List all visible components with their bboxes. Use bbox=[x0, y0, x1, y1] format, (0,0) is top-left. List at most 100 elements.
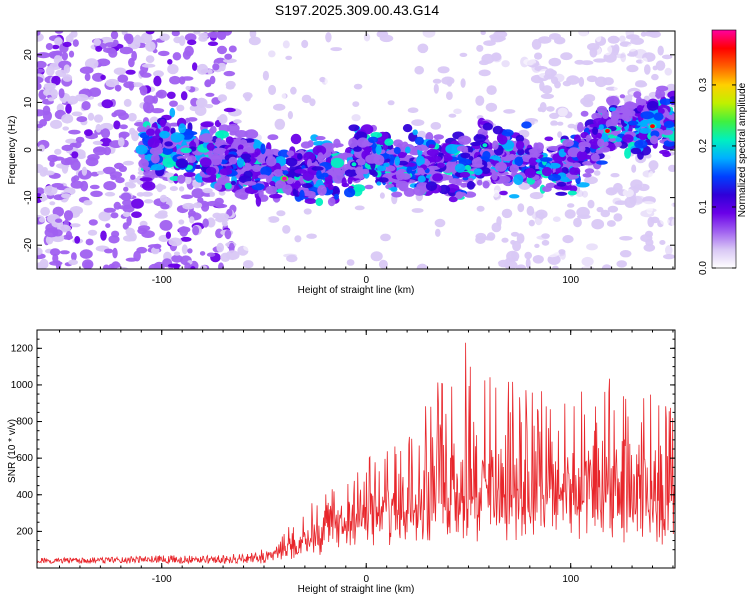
spectrogram-cell bbox=[153, 75, 162, 87]
spectrogram-cell bbox=[195, 97, 208, 108]
spectrogram-cell bbox=[65, 138, 77, 144]
spectrogram-cell bbox=[43, 170, 55, 176]
spectrogram-cell bbox=[634, 139, 648, 149]
spectrogram-cell bbox=[171, 254, 183, 263]
spectrogram-cell bbox=[299, 189, 305, 201]
spectrogram-cell bbox=[260, 143, 266, 155]
spectrogram-cell bbox=[76, 153, 86, 160]
spectrogram-cell bbox=[301, 183, 313, 189]
spectrogram-cell bbox=[167, 263, 181, 268]
spectrogram-cell bbox=[167, 64, 179, 75]
spectrogram-cell bbox=[206, 142, 215, 151]
spectrogram-cell bbox=[117, 74, 129, 83]
spectrogram-cell bbox=[647, 216, 655, 228]
spectrogram-cell bbox=[534, 243, 540, 248]
spectrogram-cell bbox=[282, 170, 289, 175]
spectrogram-cell bbox=[71, 111, 83, 117]
spectrogram-peak bbox=[650, 124, 655, 129]
spectrogram-cell bbox=[643, 243, 656, 252]
spectrogram-cell bbox=[662, 151, 671, 158]
spectrogram-cell bbox=[215, 137, 222, 144]
spectrogram-cell bbox=[592, 126, 599, 135]
spectrogram-cell bbox=[522, 89, 536, 95]
spectrogram-cell bbox=[625, 31, 635, 39]
spectrogram-cell bbox=[149, 147, 163, 155]
spectrogram-cell bbox=[367, 136, 379, 143]
spectrogram-cell bbox=[495, 162, 507, 172]
spectrogram-cell bbox=[416, 263, 428, 269]
spectrogram-cell bbox=[55, 218, 63, 223]
spectrogram-cell bbox=[557, 131, 563, 138]
spectrogram-cell bbox=[84, 73, 91, 82]
spectrogram-peak bbox=[282, 176, 287, 181]
spectrogram-cell bbox=[93, 147, 105, 153]
spectrogram-cell bbox=[223, 58, 237, 64]
snr-ytick-label: 1000 bbox=[11, 380, 34, 391]
spectrogram-cell bbox=[110, 31, 119, 40]
spectrogram-cell bbox=[167, 59, 173, 65]
spectrogram-cell bbox=[54, 148, 62, 155]
spectrogram-cell bbox=[378, 259, 388, 269]
spectrogram-cell bbox=[661, 54, 673, 60]
spectrogram-cell bbox=[548, 125, 562, 132]
spectrogram-cell bbox=[85, 238, 94, 246]
spectrogram-cell bbox=[89, 184, 100, 190]
spectrogram-cell bbox=[491, 170, 498, 181]
spectrogram-cell bbox=[153, 70, 164, 78]
spectrogram-cell bbox=[104, 191, 116, 197]
spectrogram-cell bbox=[603, 256, 617, 262]
spectrogram-cell bbox=[134, 122, 146, 127]
spectrogram-cell bbox=[108, 235, 120, 244]
spectrogram-cell bbox=[267, 134, 279, 141]
spectrogram-cell bbox=[598, 124, 604, 130]
spectrogram-cell bbox=[384, 138, 394, 146]
spectrogram-cell bbox=[642, 258, 653, 264]
spectrogram-cell bbox=[205, 166, 217, 176]
spectrogram-cell bbox=[562, 139, 574, 147]
spectrogram-cell bbox=[310, 134, 319, 142]
spectrogram-cell bbox=[353, 83, 363, 90]
spectrogram-cell bbox=[656, 264, 663, 269]
spectrogram-cell bbox=[606, 237, 620, 246]
spectrogram-cell bbox=[410, 229, 417, 234]
spectrogram-cell bbox=[68, 259, 78, 266]
spectrogram-cell bbox=[653, 112, 664, 121]
spectrogram-cell bbox=[85, 157, 99, 167]
spectrogram-cell bbox=[615, 136, 621, 143]
spectrogram-cell bbox=[475, 95, 485, 106]
spectrogram-cell bbox=[531, 39, 542, 50]
spectrogram-cell bbox=[593, 170, 601, 176]
spectrogram-cell bbox=[200, 121, 214, 128]
spectrogram-cell bbox=[475, 232, 487, 241]
spectrogram-cell bbox=[437, 66, 450, 74]
spectrogram-cell bbox=[446, 79, 453, 87]
spectrogram-cell bbox=[181, 244, 188, 255]
spectrogram-cell bbox=[242, 209, 257, 216]
spectrogram-cell bbox=[660, 218, 670, 226]
snr-ytick-label: 200 bbox=[16, 526, 33, 537]
spectrogram-cell bbox=[273, 103, 286, 111]
spectrogram-cell bbox=[65, 34, 74, 43]
spectrogram-cell bbox=[432, 173, 444, 182]
spectrogram-cell bbox=[184, 33, 197, 42]
spectrogram-cell bbox=[282, 184, 293, 194]
spectrogram-cell bbox=[460, 182, 468, 188]
spectrogram-cell bbox=[567, 190, 577, 196]
spectrogram-cell bbox=[162, 157, 176, 168]
spectrogram-cell bbox=[497, 175, 511, 184]
spectrogram-cell bbox=[427, 165, 441, 170]
spectrogram-cell bbox=[169, 100, 178, 107]
spectrogram-cell bbox=[540, 157, 553, 162]
spectrogram-cell bbox=[539, 102, 547, 113]
spectrogram-cell bbox=[651, 73, 659, 81]
spectrogram-cell bbox=[51, 183, 64, 188]
spectrogram-image bbox=[37, 31, 675, 269]
spectrogram-cell bbox=[52, 253, 59, 264]
spectrogram-cell bbox=[177, 174, 186, 184]
spectrogram-cell bbox=[508, 194, 520, 199]
colorbar-tick-label: 0.3 bbox=[698, 78, 709, 92]
spectrogram-cell bbox=[525, 257, 531, 269]
spectrogram-cell bbox=[494, 65, 503, 70]
spectrogram-cell bbox=[599, 146, 611, 153]
spectrogram-cell bbox=[192, 225, 200, 236]
